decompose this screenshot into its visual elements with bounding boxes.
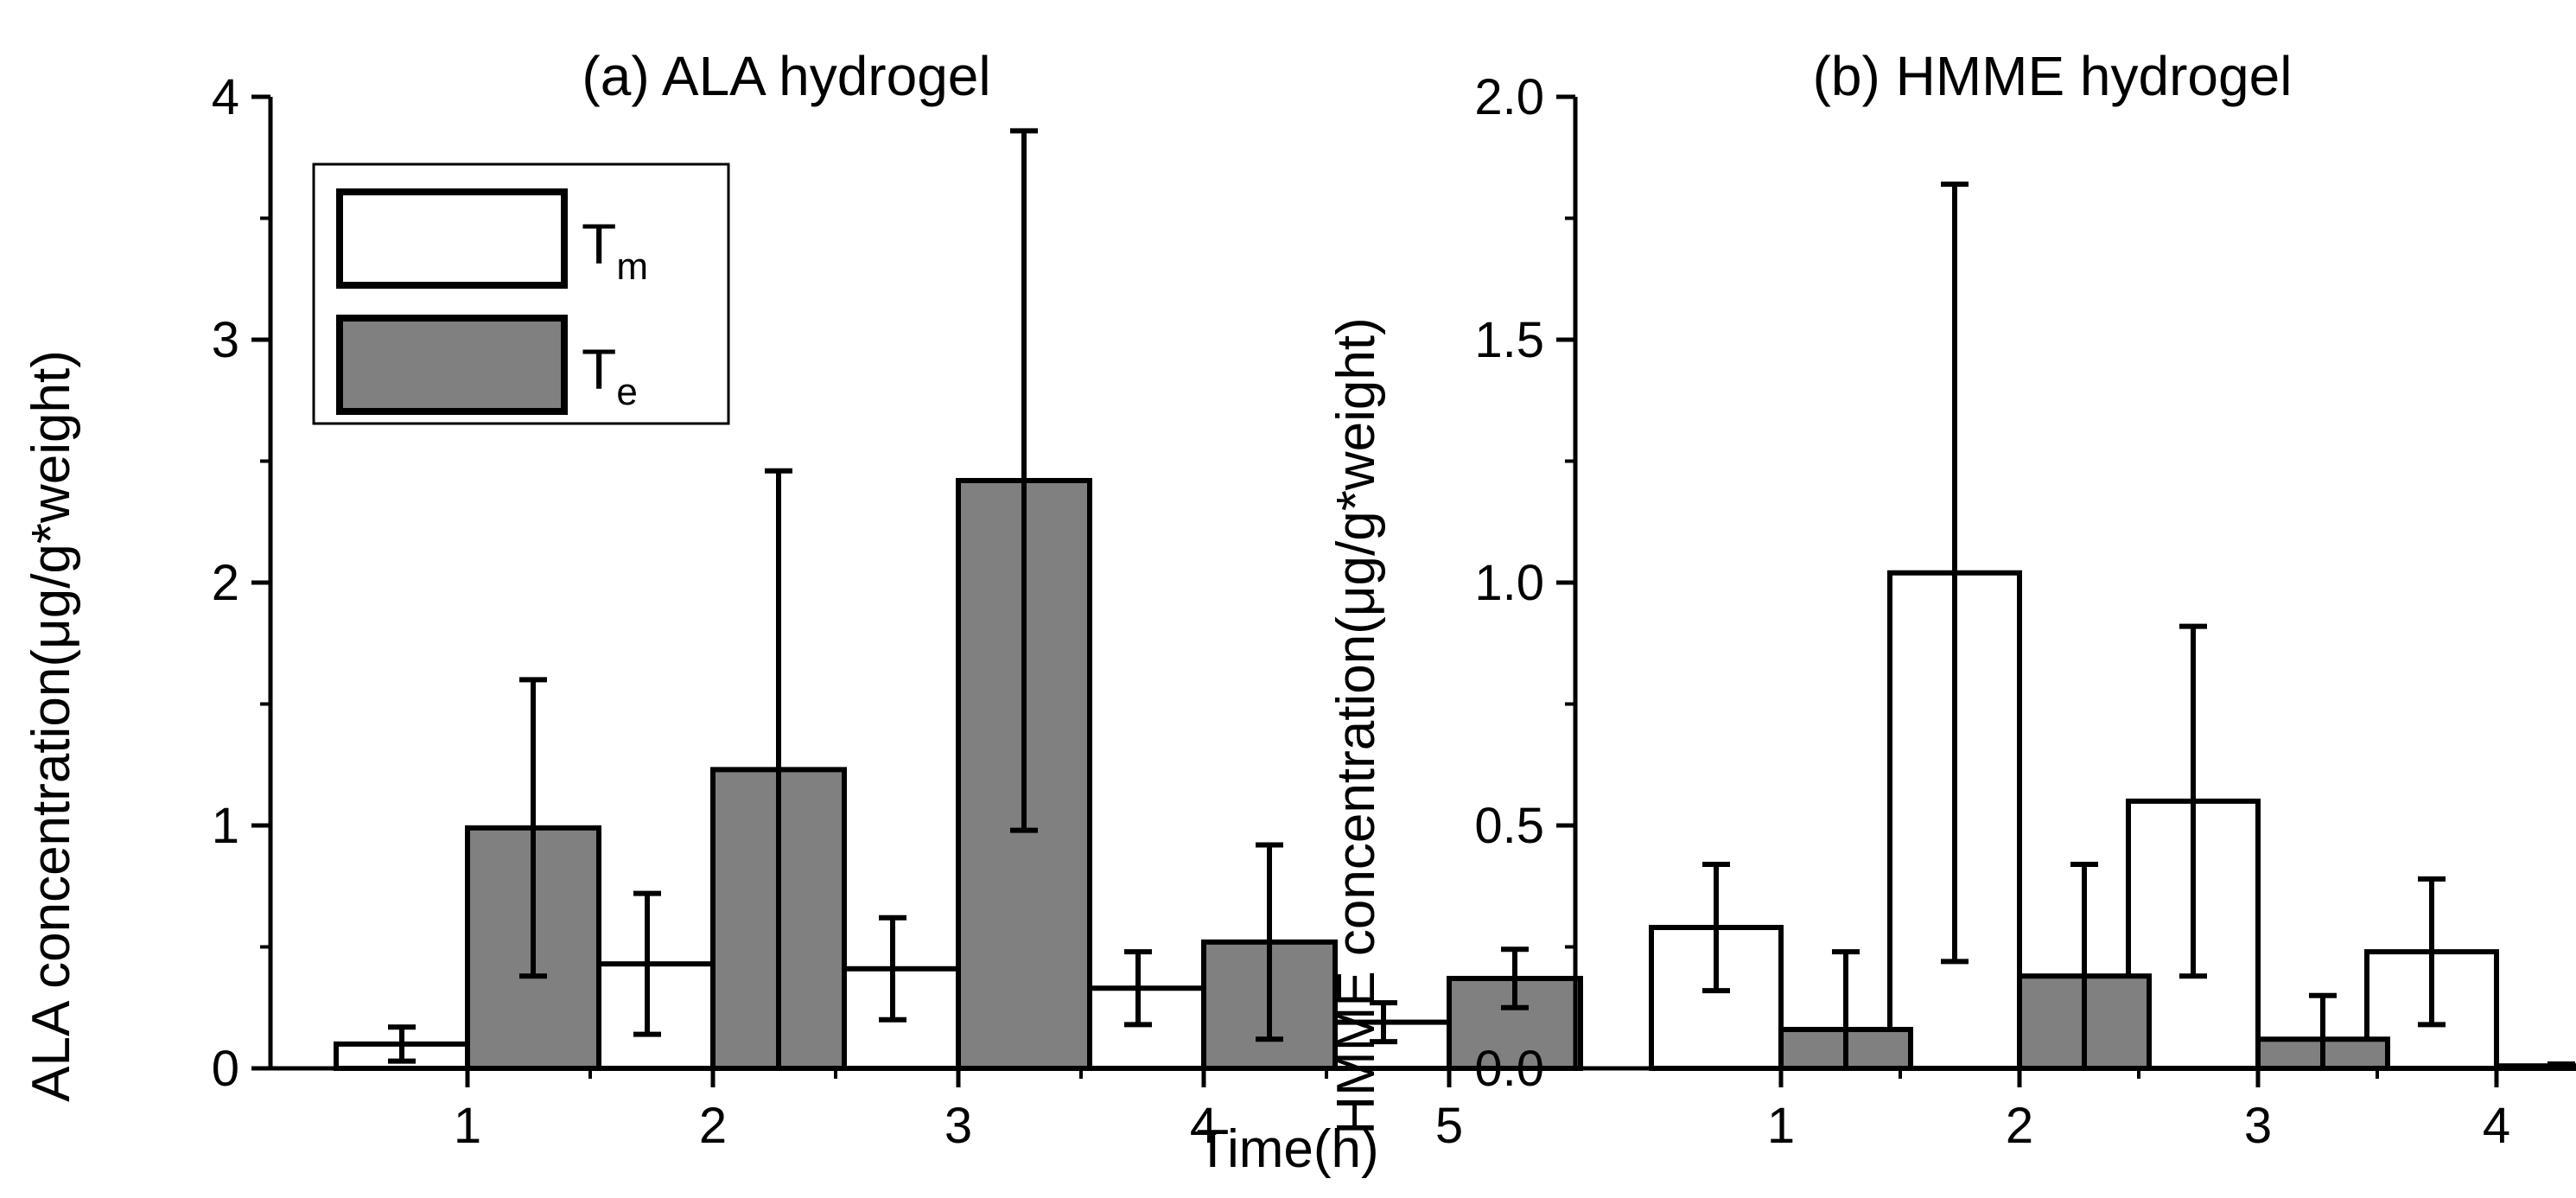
panel-a-y-axis-title: ALA concentration(μg/g*weight) xyxy=(22,350,81,1102)
panel-b-hmme-hydrogel: (b) HMME hydrogel HMME concentration(μg/… xyxy=(1326,45,2576,1154)
panel-b-x-tick-label: 4 xyxy=(2483,1098,2510,1154)
legend-frame xyxy=(312,162,730,425)
panel-b-title: (b) HMME hydrogel xyxy=(1813,45,2293,107)
panel-a-x-tick-label: 5 xyxy=(1435,1098,1463,1154)
panel-b-x-tick-label: 1 xyxy=(1767,1098,1795,1154)
panel-a-y-tick-label: 4 xyxy=(212,69,239,125)
panel-a-y-tick-label: 1 xyxy=(212,798,239,854)
legend: Tm Te xyxy=(312,162,730,425)
panel-b-y-tick-label: 2.0 xyxy=(1474,69,1544,125)
panel-a-x-tick-label: 1 xyxy=(454,1098,481,1154)
panel-b-plot-area: 0.00.51.01.52.012345 xyxy=(1474,69,2576,1154)
panel-a-x-tick-label: 4 xyxy=(1190,1098,1218,1154)
panel-b-y-tick-label: 1.0 xyxy=(1474,555,1544,611)
panel-b-y-tick-label: 1.5 xyxy=(1474,312,1544,368)
panel-b-x-tick-label: 2 xyxy=(2006,1098,2033,1154)
legend-swatch-te xyxy=(336,315,568,415)
legend-entry-tm: Tm xyxy=(336,188,648,289)
panel-a-x-tick-label: 3 xyxy=(945,1098,972,1154)
panel-b-y-tick-label: 0.5 xyxy=(1474,798,1544,854)
legend-entry-te: Te xyxy=(336,315,638,415)
panel-a-y-tick-label: 2 xyxy=(212,555,239,611)
panel-a-x-tick-label: 2 xyxy=(699,1098,727,1154)
panel-a-y-tick-label: 3 xyxy=(212,312,239,368)
panel-a-title: (a) ALA hydrogel xyxy=(582,45,990,107)
shared-x-axis-title: Time(h) xyxy=(1196,1119,1378,1179)
panel-a-ala-hydrogel: (a) ALA hydrogel ALA concentration(μg/g*… xyxy=(22,45,1583,1154)
legend-label-tm: Tm xyxy=(582,212,648,288)
legend-label-te: Te xyxy=(582,337,638,413)
panel-a-plot-area: 0 1 2 3 4 1 2 3 4 5 xyxy=(212,69,1583,1154)
panel-b-y-axis-title: HMME concentration(μg/g*weight) xyxy=(1326,317,1386,1134)
panel-b-x-tick-label: 3 xyxy=(2244,1098,2272,1154)
panel-b-y-tick-label: 0.0 xyxy=(1474,1041,1544,1097)
legend-swatch-tm xyxy=(336,188,568,289)
panel-a-y-tick-label: 0 xyxy=(212,1041,239,1097)
